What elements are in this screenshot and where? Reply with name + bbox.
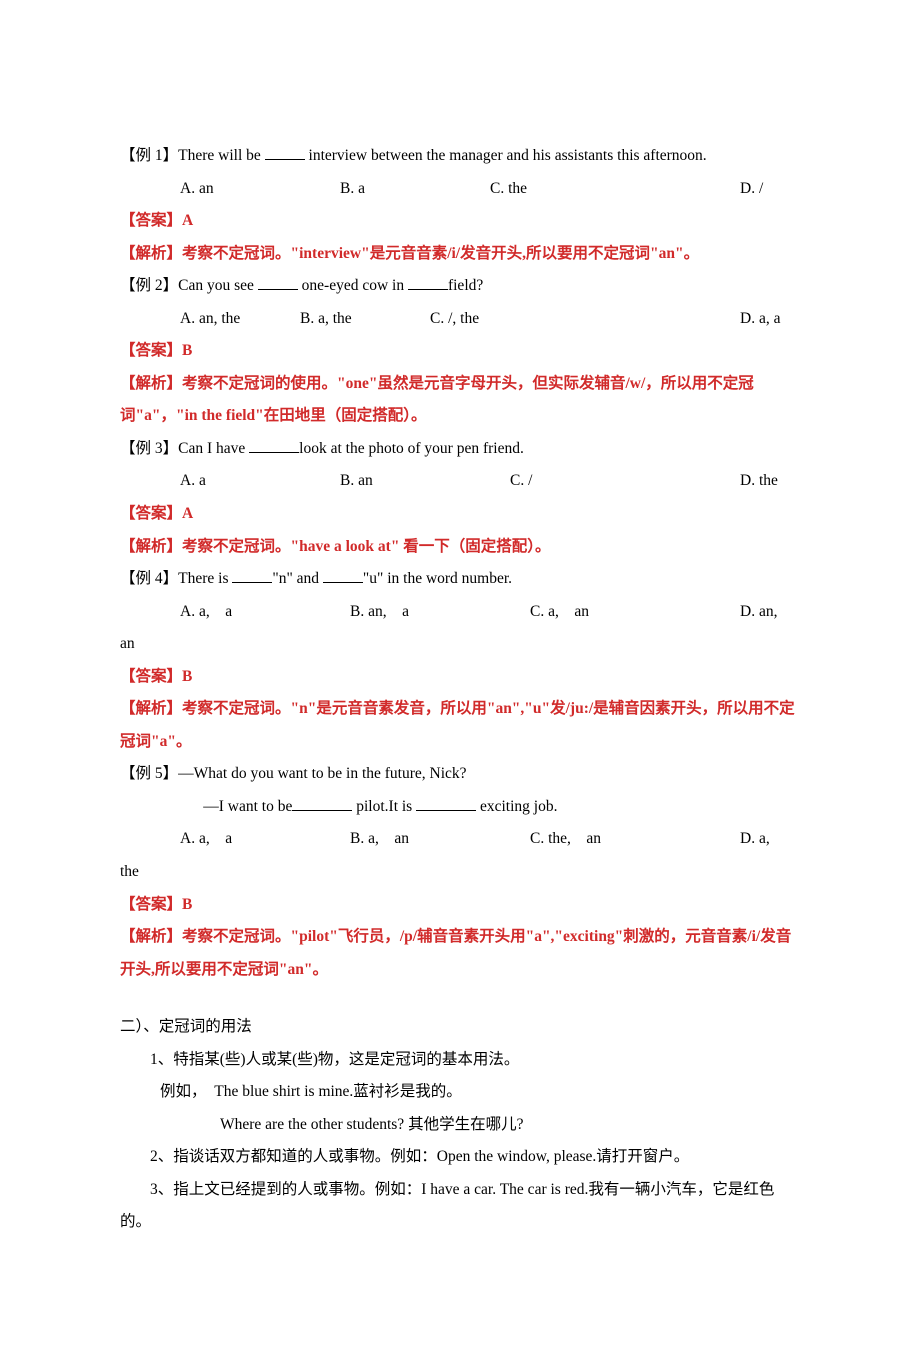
ex5-q2-post: exciting job. (476, 798, 557, 815)
ex5-label: 【例 5】 (120, 765, 178, 782)
example-2: 【例 2】Can you see one-eyed cow in field? (120, 270, 800, 303)
sec2-p1ex-label: 例如， (160, 1083, 207, 1100)
ex3-explanation: 【解析】考察不定冠词。"have a look at" 看一下（固定搭配）。 (120, 531, 800, 564)
sec2-p2: 2、指谈话双方都知道的人或事物。例如：Open the window, plea… (120, 1141, 800, 1174)
answer-value: A (182, 505, 193, 522)
ex5-explanation: 【解析】考察不定冠词。"pilot"飞行员，/p/辅音音素开头用"a","exc… (120, 921, 800, 986)
ex4-choice-a: A. a, a (180, 596, 350, 629)
answer-value: B (182, 896, 192, 913)
ex3-q-post: look at the photo of your pen friend. (299, 440, 524, 457)
example-1: 【例 1】There will be interview between the… (120, 140, 800, 173)
ex1-choice-a: A. an (180, 173, 340, 206)
ex4-q-post: "u" in the word number. (363, 570, 512, 587)
ex5-choice-a: A. a, a (180, 823, 350, 856)
ex3-choice-a: A. a (180, 465, 340, 498)
ex4-q-mid: "n" and (272, 570, 323, 587)
ex2-choice-d: D. a, a (740, 310, 780, 327)
ex3-answer: 【答案】A (120, 498, 800, 531)
ex2-q-pre: Can you see (178, 277, 258, 294)
answer-label: 【答案】 (120, 896, 182, 913)
ex2-choices: A. an, theB. a, theC. /, theD. a, a (120, 303, 800, 336)
ex1-answer: 【答案】A (120, 205, 800, 238)
ex4-choices: A. a, aB. an, aC. a, anD. an, an (120, 596, 800, 661)
ex2-choice-b: B. a, the (300, 303, 430, 336)
ex1-choice-b: B. a (340, 173, 490, 206)
spacer (120, 986, 800, 1011)
blank (292, 796, 352, 811)
ex5-q2-pre: —I want to be (180, 798, 292, 815)
ex5-choice-d-pre: D. a, (740, 830, 770, 847)
document-page: 【例 1】There will be interview between the… (0, 0, 920, 1359)
ex1-q-pre: There will be (178, 147, 265, 164)
ex2-answer: 【答案】B (120, 335, 800, 368)
answer-value: B (182, 668, 192, 685)
ex4-answer: 【答案】B (120, 661, 800, 694)
answer-label: 【答案】 (120, 505, 182, 522)
ex1-label: 【例 1】 (120, 147, 178, 164)
example-4: 【例 4】There is "n" and "u" in the word nu… (120, 563, 800, 596)
blank (258, 275, 298, 290)
ex2-explanation: 【解析】考察不定冠词的使用。"one"虽然是元音字母开头，但实际发辅音/w/，所… (120, 368, 800, 433)
ex4-choice-d-wrap: an (120, 635, 135, 652)
ex5-choices: A. a, aB. a, anC. the, anD. a, the (120, 823, 800, 888)
ex1-explanation: 【解析】考察不定冠词。"interview"是元音音素/i/发音开头,所以要用不… (120, 238, 800, 271)
ex2-q-post: field? (448, 277, 483, 294)
sec2-p3: 3、指上文已经提到的人或事物。例如：I have a car. The car … (120, 1174, 800, 1239)
ex4-choice-b: B. an, a (350, 596, 530, 629)
example-3: 【例 3】Can I have look at the photo of you… (120, 433, 800, 466)
sec2-p1ex1: The blue shirt is mine.蓝衬衫是我的。 (214, 1083, 462, 1100)
ex2-q-mid: one-eyed cow in (298, 277, 408, 294)
answer-value: A (182, 212, 193, 229)
ex2-choice-c: C. /, the (430, 303, 740, 336)
sec2-p1ex: 例如， The blue shirt is mine.蓝衬衫是我的。 (120, 1076, 800, 1109)
ex1-choices: A. anB. aC. theD. / (120, 173, 800, 206)
blank (408, 275, 448, 290)
sec2-p1ex2: Where are the other students? 其他学生在哪儿? (120, 1109, 800, 1142)
ex2-choice-a: A. an, the (180, 303, 300, 336)
blank (249, 438, 299, 453)
answer-label: 【答案】 (120, 668, 182, 685)
ex5-q2-mid: pilot.It is (352, 798, 416, 815)
blank (416, 796, 476, 811)
answer-label: 【答案】 (120, 212, 182, 229)
ex3-choice-c: C. / (510, 465, 740, 498)
blank (232, 568, 272, 583)
ex3-choices: A. aB. anC. /D. the (120, 465, 800, 498)
ex5-choice-d-wrap: the (120, 863, 139, 880)
answer-label: 【答案】 (120, 342, 182, 359)
ex5-q1: —What do you want to be in the future, N… (178, 765, 466, 782)
ex1-choice-c: C. the (490, 173, 740, 206)
ex4-explanation: 【解析】考察不定冠词。"n"是元音音素发音，所以用"an","u"发/ju:/是… (120, 693, 800, 758)
example-5: 【例 5】—What do you want to be in the futu… (120, 758, 800, 791)
ex2-label: 【例 2】 (120, 277, 178, 294)
blank (323, 568, 363, 583)
ex5-choice-c: C. the, an (530, 823, 740, 856)
answer-value: B (182, 342, 192, 359)
ex5-choice-b: B. a, an (350, 823, 530, 856)
ex3-choice-b: B. an (340, 465, 510, 498)
sec2-p1: 1、特指某(些)人或某(些)物，这是定冠词的基本用法。 (120, 1044, 800, 1077)
section-2-title: 二）、定冠词的用法 (120, 1011, 800, 1044)
ex1-choice-d: D. / (740, 180, 763, 197)
ex5-answer: 【答案】B (120, 889, 800, 922)
ex4-q-pre: There is (178, 570, 232, 587)
ex5-q2: —I want to be pilot.It is exciting job. (120, 791, 800, 824)
blank (265, 145, 305, 160)
ex3-label: 【例 3】 (120, 440, 178, 457)
ex1-q-post: interview between the manager and his as… (305, 147, 707, 164)
ex3-q-pre: Can I have (178, 440, 249, 457)
ex4-choice-c: C. a, an (530, 596, 740, 629)
ex4-choice-d-pre: D. an, (740, 603, 777, 620)
ex4-label: 【例 4】 (120, 570, 178, 587)
ex3-choice-d: D. the (740, 472, 778, 489)
